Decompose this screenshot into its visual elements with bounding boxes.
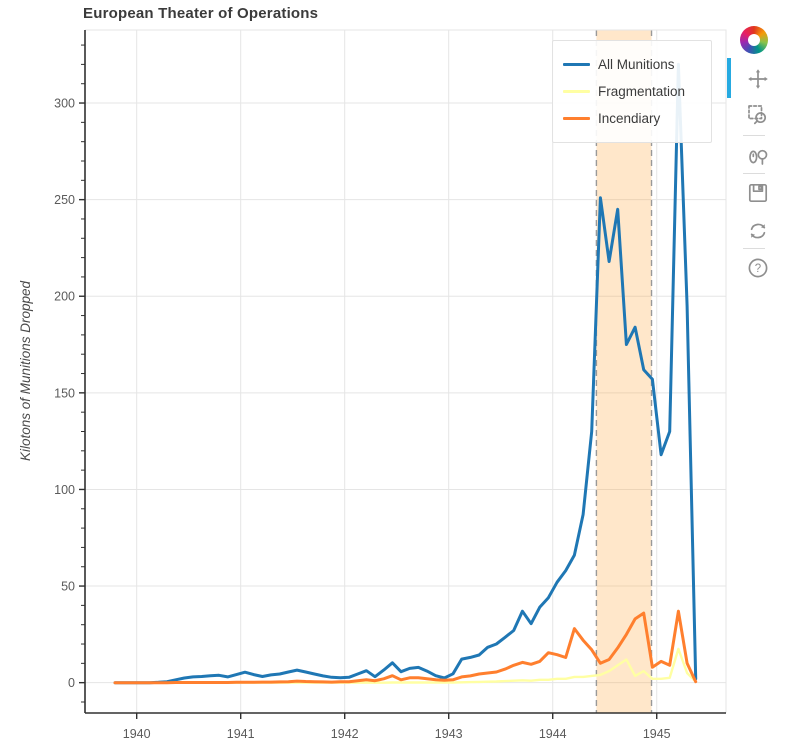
save-icon [748, 183, 768, 203]
pan-icon [748, 69, 768, 89]
reset-icon [750, 223, 766, 239]
x-tick-label: 1943 [435, 727, 463, 741]
active-tool-indicator [727, 58, 731, 98]
svg-text:?: ? [755, 263, 761, 275]
y-tick-label: 0 [68, 676, 75, 690]
y-tick-label: 50 [61, 580, 75, 594]
x-tick-label: 1941 [227, 727, 255, 741]
bokeh-logo-icon[interactable] [740, 26, 768, 54]
legend: All Munitions Fragmentation Incendiary [552, 40, 712, 143]
chart-title: European Theater of Operations [83, 5, 319, 22]
highlight-band [596, 30, 652, 713]
wheel-zoom-icon [749, 149, 768, 165]
y-tick-label: 250 [54, 193, 75, 207]
x-tick-label: 1944 [539, 727, 567, 741]
y-tick-label: 300 [54, 97, 75, 111]
legend-item-fragmentation: Fragmentation [563, 78, 703, 105]
series-line-all-munitions [113, 62, 698, 685]
bokeh-toolbar: ? [727, 0, 786, 755]
frame-border [85, 29, 727, 713]
help-tool-button[interactable]: ? [738, 251, 778, 285]
y-tick-label: 100 [54, 483, 75, 497]
legend-item-all-munitions: All Munitions [563, 51, 703, 78]
help-icon: ? [748, 258, 768, 278]
legend-swatch-fragmentation [563, 89, 590, 94]
toolbar-separator [743, 173, 765, 174]
y-tick-label: 200 [54, 290, 75, 304]
box-zoom-icon [748, 105, 767, 125]
x-tick-label: 1940 [123, 727, 151, 741]
save-tool-button[interactable] [738, 176, 778, 210]
x-tick-label: 1945 [643, 727, 671, 741]
reset-tool-button[interactable] [738, 214, 778, 248]
series-line-incendiary [113, 609, 698, 685]
x-tick-label: 1942 [331, 727, 359, 741]
y-axis-label: Kilotons of Munitions Dropped [18, 280, 33, 461]
legend-label: Fragmentation [598, 84, 686, 99]
legend-label: All Munitions [598, 57, 675, 72]
legend-label: Incendiary [598, 111, 661, 126]
y-tick-label: 150 [54, 386, 75, 400]
legend-swatch-all-munitions [563, 62, 590, 67]
legend-swatch-incendiary [563, 116, 590, 121]
toolbar-separator [743, 135, 765, 136]
box-zoom-tool-button[interactable] [738, 98, 778, 132]
pan-tool-button[interactable] [738, 62, 778, 96]
wheel-zoom-tool-button[interactable] [738, 140, 778, 174]
legend-item-incendiary: Incendiary [563, 105, 703, 132]
toolbar-separator [743, 248, 765, 249]
